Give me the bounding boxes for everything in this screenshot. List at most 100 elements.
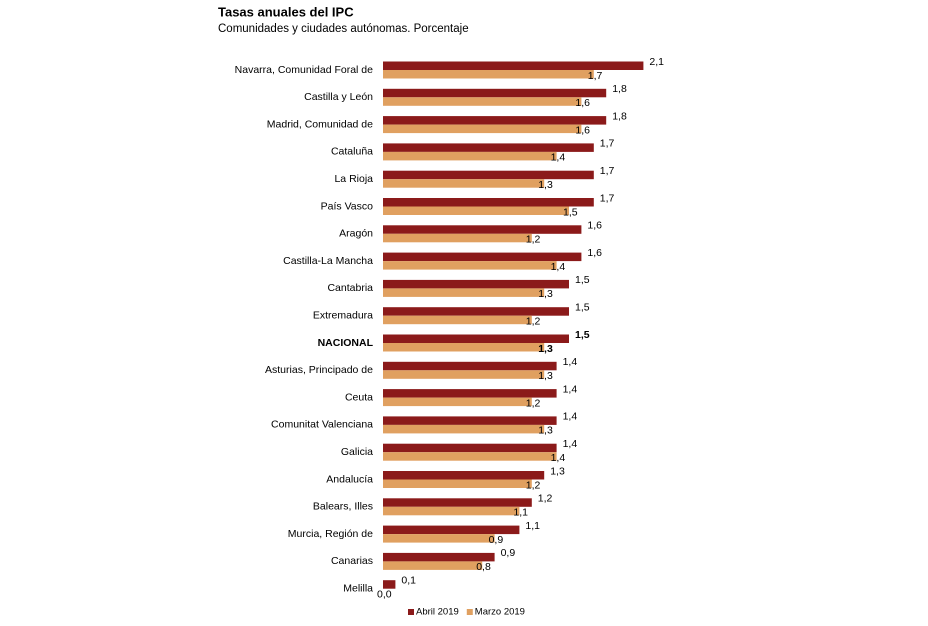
bar xyxy=(383,179,545,188)
value-label: 1,5 xyxy=(575,301,590,313)
legend-label: Abril 2019 xyxy=(416,607,459,618)
category-label: Cataluña xyxy=(331,146,373,158)
value-label: 1,3 xyxy=(538,179,553,191)
value-label: 1,6 xyxy=(575,124,590,136)
value-label: 1,2 xyxy=(538,493,553,505)
value-label: 1,3 xyxy=(550,465,565,477)
bar xyxy=(383,334,569,343)
bar xyxy=(383,88,607,98)
value-label: 0,8 xyxy=(476,561,491,573)
value-label: 1,4 xyxy=(551,452,566,464)
value-label: 1,3 xyxy=(538,370,553,382)
bar xyxy=(383,279,569,289)
value-label: 1,4 xyxy=(551,261,566,273)
category-label: Melilla xyxy=(343,582,373,594)
bar xyxy=(383,206,569,215)
bar xyxy=(383,233,532,243)
category-label: La Rioja xyxy=(334,173,373,185)
bar xyxy=(383,471,545,480)
bar xyxy=(383,151,557,161)
value-label: 1,2 xyxy=(526,234,541,246)
category-label: Comunitat Valenciana xyxy=(271,419,373,431)
bar xyxy=(383,61,644,70)
legend-label: Marzo 2019 xyxy=(475,607,525,618)
bar xyxy=(383,416,557,425)
category-label: Andalucía xyxy=(326,473,373,485)
legend-swatch xyxy=(408,609,414,615)
bar xyxy=(383,170,594,180)
category-label: Balears, Illes xyxy=(313,501,373,513)
bar xyxy=(383,397,532,407)
value-label: 1,2 xyxy=(526,479,541,491)
value-label: 1,3 xyxy=(538,343,553,355)
value-label: 1,7 xyxy=(600,165,615,177)
bar xyxy=(383,315,532,325)
chart-title: Tasas anuales del IPC xyxy=(218,4,354,19)
value-label: 0,1 xyxy=(401,574,416,586)
bar xyxy=(383,424,545,434)
category-label: Ceuta xyxy=(345,391,373,403)
bar xyxy=(383,252,582,262)
category-label: Cantabria xyxy=(327,282,373,294)
category-label: Extremadura xyxy=(313,309,373,321)
value-label: 1,3 xyxy=(538,288,553,300)
value-label: 0,0 xyxy=(377,588,392,600)
bar xyxy=(383,580,396,589)
value-label: 1,1 xyxy=(513,507,528,519)
bar xyxy=(383,534,495,543)
bar xyxy=(383,552,495,562)
value-label: 1,8 xyxy=(612,83,627,95)
bar xyxy=(383,443,557,453)
value-label: 1,4 xyxy=(563,383,578,395)
category-label: Castilla y León xyxy=(304,91,373,103)
value-label: 0,9 xyxy=(489,534,504,546)
value-label: 1,6 xyxy=(575,97,590,109)
bar xyxy=(383,389,557,398)
value-label: 1,4 xyxy=(563,438,578,450)
bar xyxy=(383,479,532,488)
value-label: 1,3 xyxy=(538,425,553,437)
bar xyxy=(383,124,582,134)
bar xyxy=(383,143,594,152)
value-label: 1,4 xyxy=(563,411,578,423)
value-label: 1,4 xyxy=(551,152,566,164)
value-label: 2,1 xyxy=(649,56,664,68)
legend-swatch xyxy=(466,609,473,615)
bar xyxy=(383,116,607,125)
category-label: Castilla-La Mancha xyxy=(283,255,373,267)
value-label: 1,2 xyxy=(526,397,541,409)
category-label: Murcia, Región de xyxy=(288,528,373,540)
value-label: 1,8 xyxy=(612,110,627,122)
category-label: Aragón xyxy=(339,228,373,240)
value-label: 1,6 xyxy=(587,220,602,232)
category-label: Asturias, Principado de xyxy=(265,364,373,376)
bar xyxy=(383,288,545,297)
bar xyxy=(383,370,545,379)
value-label: 1,2 xyxy=(526,315,541,327)
bar xyxy=(383,361,557,371)
value-label: 1,4 xyxy=(563,356,578,368)
bar xyxy=(383,198,594,207)
value-label: 1,1 xyxy=(525,520,540,532)
chart-subtitle: Comunidades y ciudades autónomas. Porcen… xyxy=(218,23,469,35)
category-label: Galicia xyxy=(341,446,373,458)
category-label: Madrid, Comunidad de xyxy=(267,118,373,130)
value-label: 1,6 xyxy=(587,247,602,259)
category-label: NACIONAL xyxy=(318,337,374,349)
bar xyxy=(383,452,557,461)
value-label: 1,7 xyxy=(600,192,615,204)
bar xyxy=(383,561,483,570)
value-label: 1,5 xyxy=(575,274,590,286)
value-label: 1,7 xyxy=(600,138,615,150)
category-label: Navarra, Comunidad Foral de xyxy=(235,64,373,76)
bar xyxy=(383,525,520,535)
bar xyxy=(383,97,582,106)
bar xyxy=(383,506,520,516)
bar xyxy=(383,307,569,316)
category-label: País Vasco xyxy=(321,200,373,212)
bar xyxy=(383,225,582,234)
bar xyxy=(383,261,557,270)
value-label: 0,9 xyxy=(501,547,516,559)
